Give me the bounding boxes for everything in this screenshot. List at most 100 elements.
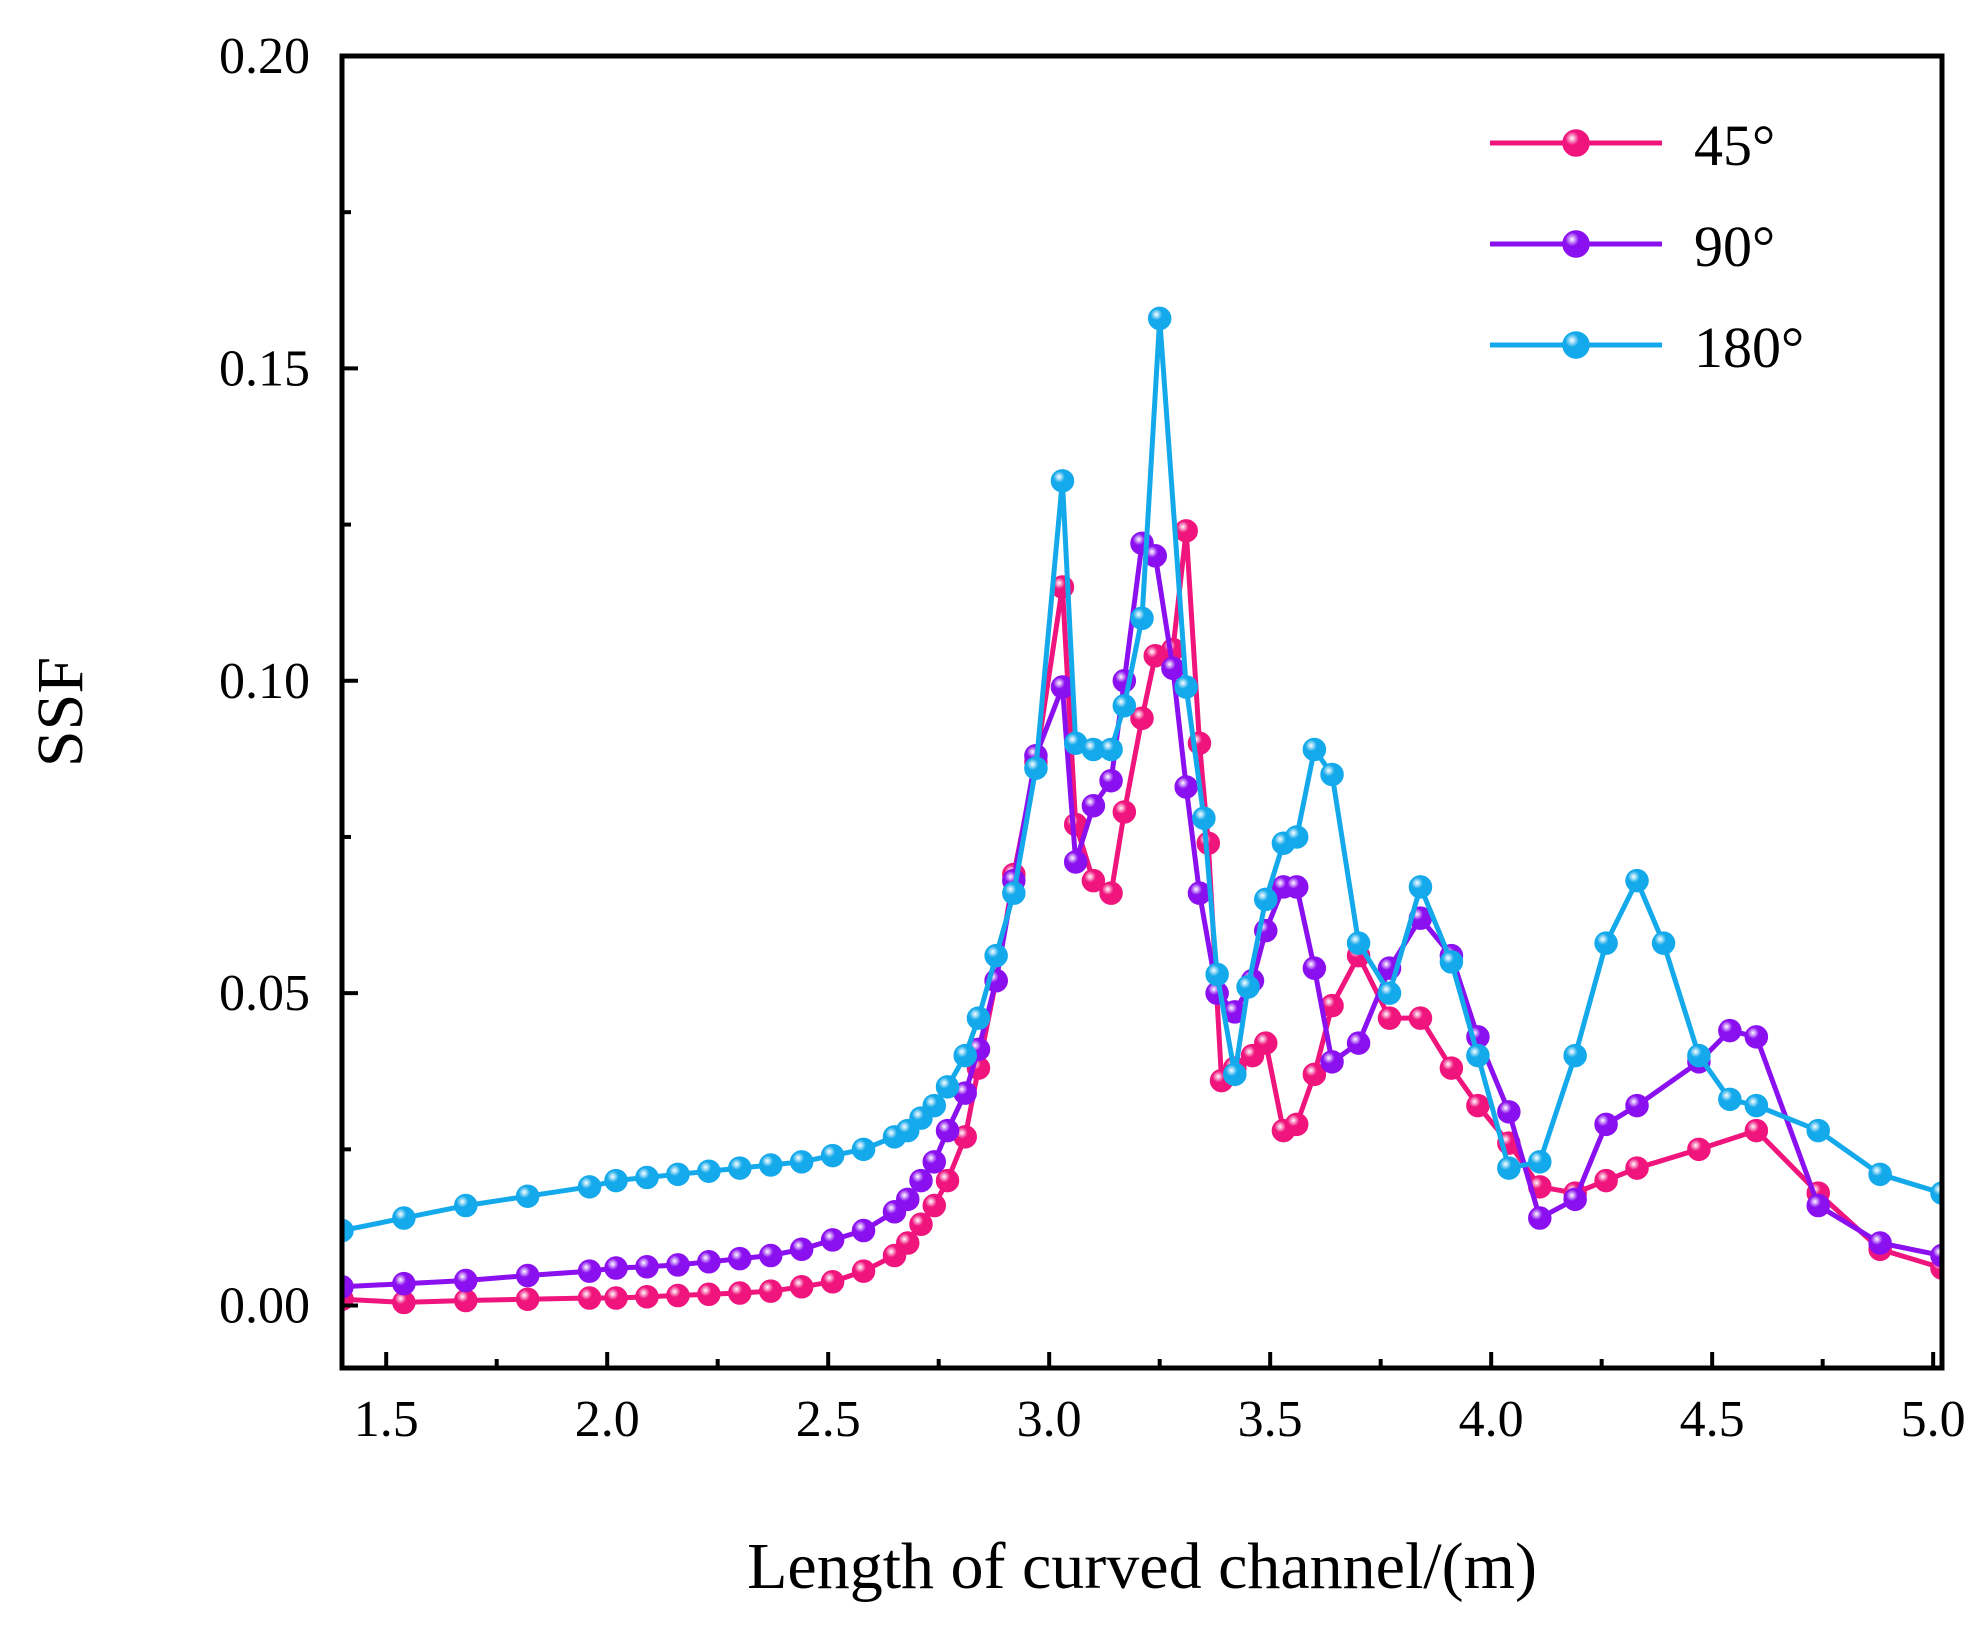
data-point xyxy=(1254,1031,1278,1055)
data-point xyxy=(577,1259,602,1283)
data-point xyxy=(789,1150,814,1174)
data-point xyxy=(454,1193,478,1218)
data-point xyxy=(1497,1100,1521,1124)
data-point xyxy=(1930,1243,1942,1268)
data-point xyxy=(984,943,1008,968)
data-point xyxy=(1687,1137,1711,1162)
data-point xyxy=(635,1285,659,1309)
data-point xyxy=(1528,1150,1552,1174)
data-point xyxy=(935,1075,960,1099)
data-point xyxy=(1744,1118,1769,1143)
data-point xyxy=(1377,981,1402,1005)
data-point xyxy=(935,1168,960,1193)
data-point xyxy=(1236,975,1260,999)
data-point xyxy=(789,1275,814,1299)
data-point xyxy=(1563,1187,1587,1212)
data-point xyxy=(1192,806,1216,830)
data-point xyxy=(1174,519,1198,543)
data-point xyxy=(922,1193,947,1218)
data-point xyxy=(1002,881,1026,905)
data-point xyxy=(1806,1193,1830,1218)
data-point xyxy=(1174,775,1198,799)
series-180 xyxy=(342,306,1942,1243)
data-point xyxy=(1320,762,1344,787)
data-point xyxy=(1099,768,1123,793)
y-tick-label: 0.00 xyxy=(219,1278,310,1335)
y-tick-label: 0.15 xyxy=(219,340,310,397)
x-tick-label: 1.5 xyxy=(354,1391,419,1448)
data-point xyxy=(342,1218,354,1243)
data-point xyxy=(1302,1062,1327,1087)
series-90 xyxy=(342,531,1942,1299)
data-point xyxy=(1625,868,1649,893)
x-tick-label: 4.5 xyxy=(1680,1391,1745,1448)
data-point xyxy=(1302,956,1327,980)
data-point xyxy=(515,1287,540,1312)
data-point xyxy=(392,1271,416,1296)
data-point xyxy=(851,1137,876,1162)
data-point xyxy=(1081,868,1106,893)
x-tick-label: 4.0 xyxy=(1459,1391,1524,1448)
data-point xyxy=(1377,1006,1402,1030)
data-point xyxy=(577,1286,602,1310)
data-point xyxy=(1744,1025,1769,1049)
data-point xyxy=(728,1156,752,1180)
data-point xyxy=(1063,850,1088,874)
data-point xyxy=(1408,875,1433,899)
data-point xyxy=(454,1268,478,1293)
ticks-layer: 1.5 2.0 2.5 3.0 3.5 4.0 4.5 5.0 0.00 0.05 0.10 0.15… xyxy=(219,28,1966,1448)
data-point xyxy=(953,1043,977,1068)
data-point xyxy=(1594,1168,1618,1193)
data-point xyxy=(1161,656,1185,681)
data-point xyxy=(1718,1087,1742,1112)
y-axis-title: SSF xyxy=(24,657,97,767)
series-45 xyxy=(342,519,1942,1315)
data-point xyxy=(666,1253,690,1277)
data-point xyxy=(820,1228,845,1252)
data-point xyxy=(1284,875,1309,899)
data-point xyxy=(1320,1050,1344,1074)
data-point xyxy=(342,1275,354,1299)
data-point xyxy=(515,1184,540,1208)
data-point xyxy=(1868,1231,1892,1255)
data-point xyxy=(820,1270,845,1294)
data-point xyxy=(1497,1156,1521,1180)
data-point xyxy=(1687,1043,1711,1068)
data-point xyxy=(758,1153,783,1177)
x-tick-label: 3.5 xyxy=(1238,1391,1303,1448)
data-point xyxy=(392,1206,416,1230)
legend-item-90: 90° xyxy=(1490,214,1775,279)
data-point xyxy=(1594,1112,1618,1137)
data-point xyxy=(895,1231,920,1255)
series-line xyxy=(342,540,1942,1290)
x-axis-title: Length of curved channel/(m) xyxy=(747,1530,1537,1603)
legend-marker xyxy=(1562,331,1590,359)
data-point xyxy=(1439,1056,1464,1080)
data-point xyxy=(1563,1043,1587,1068)
data-point xyxy=(666,1283,690,1308)
x-tick-label: 5.0 xyxy=(1901,1391,1966,1448)
x-tick-label: 2.5 xyxy=(796,1391,861,1448)
legend-item-180: 180° xyxy=(1490,315,1804,380)
data-point xyxy=(935,1118,960,1143)
data-point xyxy=(1050,469,1075,493)
y-tick-label: 0.20 xyxy=(219,28,310,85)
data-point xyxy=(851,1259,876,1283)
data-point xyxy=(1112,800,1137,824)
data-point xyxy=(1174,675,1198,699)
data-point xyxy=(728,1281,752,1305)
data-point xyxy=(635,1255,659,1279)
legend-item-45: 45° xyxy=(1490,113,1775,178)
data-point xyxy=(454,1288,478,1313)
data-point xyxy=(1130,606,1154,631)
legend-label: 45° xyxy=(1694,113,1775,178)
data-point xyxy=(1744,1093,1769,1118)
y-tick-label: 0.05 xyxy=(219,965,310,1022)
data-point xyxy=(1099,737,1123,762)
series-line xyxy=(342,315,1942,1234)
data-point xyxy=(1466,1043,1490,1068)
data-point xyxy=(1346,931,1371,955)
series-line xyxy=(342,528,1942,1305)
data-point xyxy=(1112,694,1137,718)
